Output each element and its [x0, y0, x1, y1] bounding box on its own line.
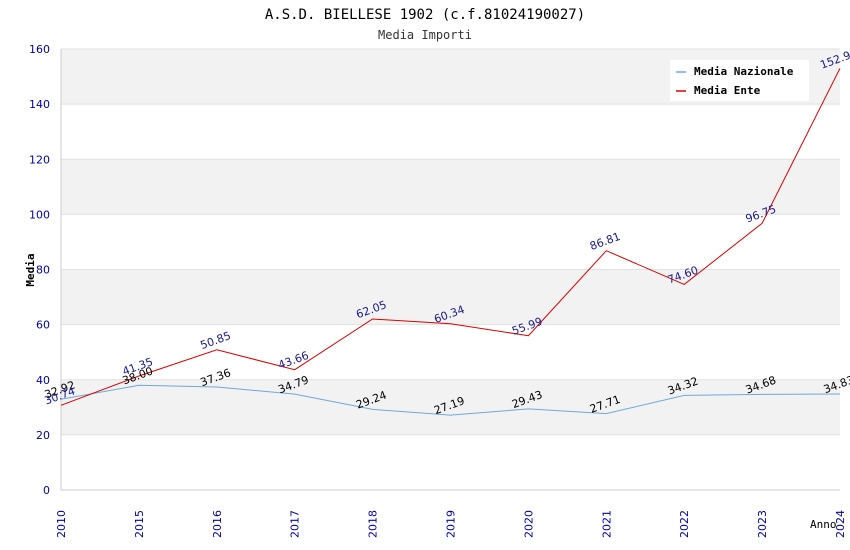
x-tick-labels: 2010 2015 2016 2017 2018 2019 2020 2021 2022 2023… — [55, 510, 847, 538]
series-line-media-nazionale — [60, 384, 841, 416]
data-label: 86.81 — [588, 230, 622, 253]
chart-title: A.S.D. BIELLESE 1902 (c.f.81024190027) — [265, 7, 585, 23]
y-tick-label: 120 — [29, 153, 50, 166]
data-label: 50.85 — [199, 329, 233, 352]
legend-label-media-ente: Media Ente — [694, 84, 761, 97]
y-tick-label: 40 — [36, 374, 50, 387]
y-tick-label: 160 — [29, 43, 50, 56]
legend-label-media-nazionale: Media Nazionale — [694, 65, 794, 78]
plot-band — [61, 159, 840, 215]
x-tick-label: 2010 — [55, 510, 68, 538]
y-tick-label: 100 — [29, 208, 50, 221]
y-tick-label: 20 — [36, 429, 50, 442]
y-tick-labels: 0 20 40 60 80 100 120 140 160 — [29, 43, 50, 497]
x-tick-label: 2024 — [834, 510, 847, 538]
y-axis-label: Media — [24, 253, 37, 286]
chart-subtitle: Media Importi — [378, 28, 472, 42]
plot-bands — [61, 49, 840, 435]
x-tick-label: 2016 — [211, 510, 224, 538]
x-tick-label: 2015 — [133, 510, 146, 538]
x-tick-label: 2023 — [756, 510, 769, 538]
x-axis-label: Anno — [810, 518, 837, 531]
x-tick-label: 2020 — [522, 510, 535, 538]
y-tick-label: 140 — [29, 98, 50, 111]
y-tick-label: 60 — [36, 319, 50, 332]
plot-band — [61, 269, 840, 325]
plot-band — [61, 379, 840, 435]
y-tick-label: 80 — [36, 264, 50, 277]
data-label: 43.66 — [276, 349, 310, 372]
series-lines — [60, 68, 841, 416]
x-tick-label: 2019 — [445, 510, 458, 538]
x-tick-label: 2022 — [678, 510, 691, 538]
x-tick-label: 2021 — [600, 510, 613, 538]
legend-box — [670, 60, 809, 101]
x-tick-label: 2017 — [289, 510, 302, 538]
series-line-media-ente — [60, 68, 841, 406]
legend: Media Nazionale Media Ente — [670, 60, 809, 101]
x-tick-label: 2018 — [367, 510, 380, 538]
y-tick-label: 0 — [43, 484, 50, 497]
